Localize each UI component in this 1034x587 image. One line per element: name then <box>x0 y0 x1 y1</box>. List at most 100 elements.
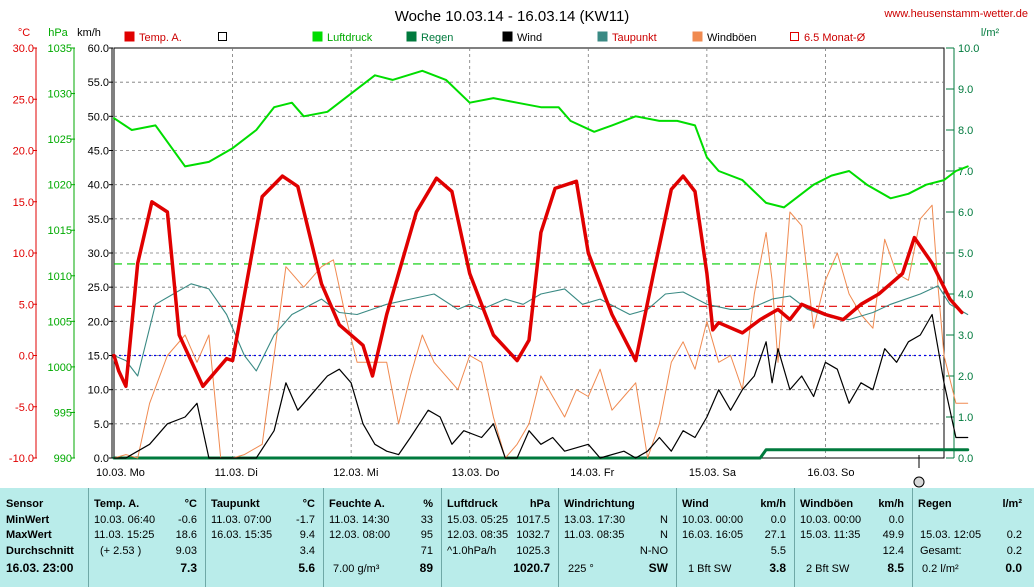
tick-label-rain: 10.0 <box>958 43 979 55</box>
tick-label-pressure: 1010 <box>48 271 72 283</box>
tick-label-temp: 25.0 <box>13 94 34 106</box>
gusts-max-time: 15.03. 11:35 <box>800 529 861 541</box>
tick-label-temp: -5.0 <box>15 402 34 414</box>
pressure-trend: ^1.0hPa/h <box>447 545 497 557</box>
pressure-unit: hPa <box>529 498 550 510</box>
tick-label-wind: 25.0 <box>88 282 109 294</box>
stats-col-temp: Temp. A. °C 10.03. 06:40 -0.6 11.03. 15:… <box>88 488 206 587</box>
legend-swatch <box>790 32 799 41</box>
tick-label-rain: 3.0 <box>958 330 973 342</box>
rain-extra: 0.2 l/m² <box>922 563 959 575</box>
legend-label: Wind <box>517 32 542 44</box>
wind-current: 3.8 <box>769 561 786 575</box>
legend-swatch <box>406 31 417 42</box>
legend-label: Regen <box>421 32 453 44</box>
legend-label: Luftdruck <box>327 32 373 44</box>
winddir-max-val: N <box>660 529 668 541</box>
tick-label-wind: 5.0 <box>94 419 109 431</box>
tick-label-temp: 5.0 <box>19 299 34 311</box>
winddir-min-val: N <box>660 514 668 526</box>
humidity-avg-val: 71 <box>420 545 433 557</box>
winddir-max-time: 11.03. 08:35 <box>564 529 625 541</box>
pressure-unit-label: hPa <box>48 27 68 39</box>
tick-label-wind: 50.0 <box>88 111 109 123</box>
winddir-current: SW <box>648 561 668 575</box>
axes: 30.0 25.0 20.0 15.0 10.0 5.0 0.0 -5.0 -10.0 1035 1… <box>9 43 980 479</box>
stats-col-pressure: Luftdruck hPa 15.03. 05:25 1017.5 12.03.… <box>441 488 559 587</box>
rain-current: 0.0 <box>1005 561 1022 575</box>
stats-col-humidity: Feuchte A. % 11.03. 14:30 33 12.03. 08:0… <box>323 488 442 587</box>
humidity-min-val: 33 <box>420 514 433 526</box>
temp-min-val: -0.6 <box>178 514 197 526</box>
temp-title: Temp. A. <box>94 498 140 510</box>
tick-label-temp: 10.0 <box>13 248 34 260</box>
wind-unit: km/h <box>760 498 786 510</box>
rain-total-label: Gesamt: <box>920 545 962 557</box>
stats-col-sensor: Sensor MinWert MaxWert Durchschnitt 16.0… <box>0 488 89 587</box>
dew-title: Taupunkt <box>211 498 260 510</box>
cursor-handle[interactable] <box>913 476 925 488</box>
tick-label-wind: 20.0 <box>88 316 109 328</box>
tick-label-pressure: 1000 <box>48 362 72 374</box>
legend-swatch <box>597 31 608 42</box>
tick-label-temp: -10.0 <box>9 453 34 465</box>
sensor-title: Sensor <box>6 498 44 510</box>
tick-label-rain: 4.0 <box>958 289 973 301</box>
x-tick-label: 16.03. So <box>807 467 854 479</box>
rain-unit: l/m² <box>1002 498 1022 510</box>
humidity-current: 89 <box>419 561 433 575</box>
tick-label-pressure: 990 <box>54 453 72 465</box>
wind-unit-label: km/h <box>77 27 101 39</box>
dew-max-time: 16.03. 15:35 <box>211 529 273 541</box>
tick-label-rain: 9.0 <box>958 84 973 96</box>
rain-unit-label: l/m² <box>981 27 1000 39</box>
legend-label: Taupunkt <box>612 32 657 44</box>
gusts-current: 8.5 <box>887 561 904 575</box>
tick-label-rain: 0.0 <box>958 453 973 465</box>
humidity-unit: % <box>423 498 433 510</box>
pressure-min-time: 15.03. 05:25 <box>447 514 509 526</box>
tick-label-wind: 60.0 <box>88 43 109 55</box>
dew-min-time: 11.03. 07:00 <box>211 514 272 526</box>
time-cursor[interactable] <box>913 455 925 488</box>
wind-min-val: 0.0 <box>770 514 786 526</box>
stats-panel: Sensor MinWert MaxWert Durchschnitt 16.0… <box>0 488 1034 587</box>
humidity-max-val: 95 <box>420 529 433 541</box>
tick-label-temp: 20.0 <box>13 146 34 158</box>
pressure-max-time: 12.03. 08:35 <box>447 529 509 541</box>
tick-label-wind: 40.0 <box>88 180 109 192</box>
gusts-avg-val: 12.4 <box>882 545 904 557</box>
tick-label-temp: 15.0 <box>13 197 34 209</box>
tick-label-rain: 5.0 <box>958 248 973 260</box>
tick-label-wind: 45.0 <box>88 146 109 158</box>
x-tick-label: 10.03. Mo <box>96 467 145 479</box>
weather-chart: Woche 10.03.14 - 16.03.14 (KW11) www.heu… <box>9 8 1028 488</box>
wind-title: Wind <box>682 498 709 510</box>
tick-label-wind: 55.0 <box>88 77 109 89</box>
legend-swatch <box>692 31 703 42</box>
dew-max-val: 9.4 <box>299 529 315 541</box>
temp-current: 7.3 <box>180 561 197 575</box>
x-tick-label: 12.03. Mi <box>333 467 378 479</box>
humidity-min-time: 11.03. 14:30 <box>329 514 390 526</box>
series-line-regen <box>112 448 970 460</box>
stats-col-wind: Wind km/h 10.03. 00:00 0.0 16.03. 16:05 … <box>676 488 795 587</box>
wind-min-time: 10.03. 00:00 <box>682 514 744 526</box>
tick-label-pressure: 1025 <box>48 134 72 146</box>
stats-col-gusts: Windböen km/h 10.03. 00:00 0.0 15.03. 11… <box>794 488 913 587</box>
tick-label-pressure: 1020 <box>48 180 72 192</box>
tick-label-temp: 0.0 <box>19 351 34 363</box>
tick-label-pressure: 995 <box>54 407 72 419</box>
gusts-title: Windböen <box>800 498 854 510</box>
gusts-bft: 2 Bft SW <box>806 563 850 575</box>
sensor-row-min: MinWert <box>6 514 50 526</box>
dew-current: 5.6 <box>298 561 315 575</box>
gusts-min-val: 0.0 <box>888 514 904 526</box>
stats-col-dew: Taupunkt °C 11.03. 07:00 -1.7 16.03. 15:… <box>205 488 324 587</box>
tick-label-wind: 10.0 <box>88 385 109 397</box>
sensor-row-avg: Durchschnitt <box>6 545 74 557</box>
sensor-footer-time: 16.03. 23:00 <box>6 561 74 575</box>
wind-bft: 1 Bft SW <box>688 563 732 575</box>
website-link[interactable]: www.heusenstamm-wetter.de <box>883 8 1028 20</box>
tick-label-pressure: 1015 <box>48 225 72 237</box>
